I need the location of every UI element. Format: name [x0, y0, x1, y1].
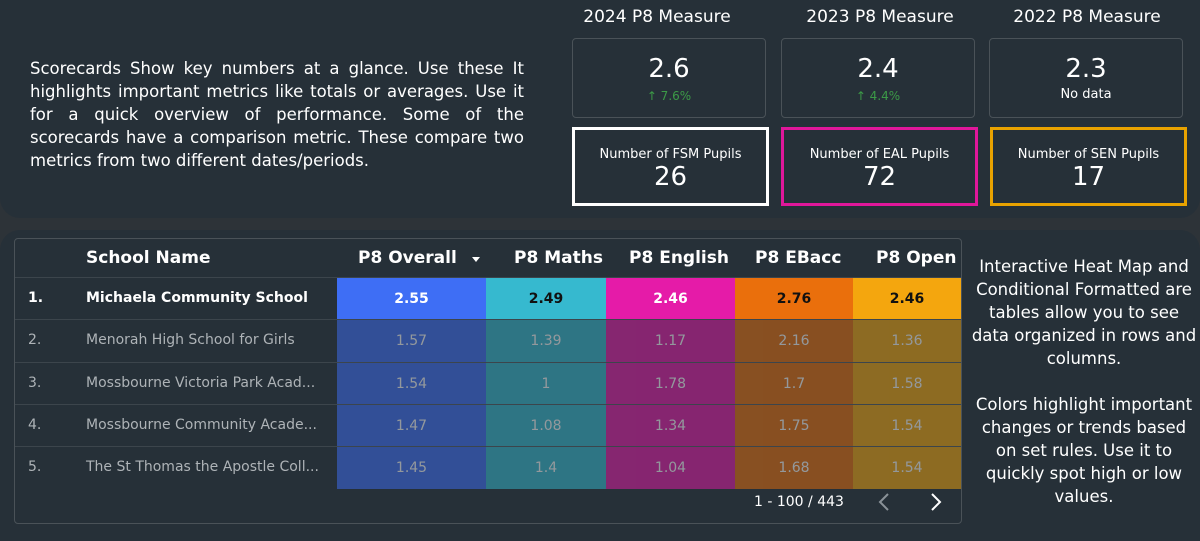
cell-p8-maths: 1.39 [486, 320, 606, 362]
cell-p8-overall: 1.47 [337, 405, 486, 447]
header-p8-maths[interactable]: P8 Maths [514, 248, 603, 268]
cell-p8-ebacc: 1.68 [735, 447, 853, 489]
pagination-text: 1 - 100 / 443 [754, 494, 844, 510]
cell-p8-ebacc: 1.75 [735, 405, 853, 447]
pupils-label: Number of FSM Pupils [599, 147, 742, 162]
cell-p8-maths: 2.49 [486, 278, 606, 320]
table-row[interactable]: 5. The St Thomas the Apostle Coll... 1.4… [15, 446, 961, 489]
school-name: Mossbourne Victoria Park Acad... [86, 375, 316, 391]
row-index: 5. [28, 459, 42, 475]
scorecard-title-2024: 2024 P8 Measure [583, 7, 731, 27]
cell-p8-ebacc: 2.76 [735, 278, 853, 320]
row-index: 4. [28, 417, 42, 433]
eal-pupils-card[interactable]: Number of EAL Pupils 72 [781, 127, 978, 206]
row-index: 1. [28, 290, 44, 306]
scorecard-no-data: No data [1060, 87, 1112, 102]
header-p8-ebacc[interactable]: P8 EBacc [755, 248, 842, 268]
school-name: Mossbourne Community Acade... [86, 417, 317, 433]
scorecard-value: 2.3 [1065, 54, 1107, 84]
chevron-right-icon[interactable] [924, 487, 948, 517]
cell-p8-english: 1.34 [606, 405, 735, 447]
caret-down-icon [471, 248, 481, 268]
cell-p8-open: 2.46 [853, 278, 961, 320]
scorecard-delta: ↑ 4.4% [855, 89, 901, 103]
pupils-label: Number of EAL Pupils [809, 147, 950, 162]
scorecard-value: 2.6 [648, 54, 690, 84]
chevron-left-icon[interactable] [872, 487, 896, 517]
school-name: Menorah High School for Girls [86, 332, 295, 348]
row-index: 2. [28, 332, 42, 348]
cell-p8-english: 1.04 [606, 447, 735, 489]
scorecard-2022[interactable]: 2.3 No data [989, 38, 1183, 118]
cell-p8-overall: 1.57 [337, 320, 486, 362]
pupils-value: 72 [862, 162, 897, 192]
cell-p8-english: 2.46 [606, 278, 735, 320]
table-row[interactable]: 2. Menorah High School for Girls 1.57 1.… [15, 319, 961, 362]
heatmap-description-para2: Colors highlight important changes or tr… [975, 395, 1193, 506]
header-p8-overall[interactable]: P8 Overall [358, 248, 481, 270]
scorecard-2023[interactable]: 2.4 ↑ 4.4% [781, 38, 975, 118]
cell-p8-maths: 1.08 [486, 405, 606, 447]
heatmap-description-para1: Interactive Heat Map and Conditional For… [971, 257, 1197, 368]
cell-p8-open: 1.54 [853, 447, 961, 489]
cell-p8-ebacc: 1.7 [735, 363, 853, 405]
heatmap-description: Interactive Heat Map and Conditional For… [970, 255, 1198, 508]
cell-p8-overall: 1.45 [337, 447, 486, 489]
cell-p8-open: 1.36 [853, 320, 961, 362]
row-index: 3. [28, 375, 42, 391]
header-school-name[interactable]: School Name [86, 248, 211, 268]
sen-pupils-card[interactable]: Number of SEN Pupils 17 [990, 127, 1187, 206]
table-row[interactable]: 4. Mossbourne Community Acade... 1.47 1.… [15, 404, 961, 447]
scorecard-delta: ↑ 7.6% [646, 89, 692, 103]
school-name: Michaela Community School [86, 290, 308, 306]
cell-p8-open: 1.54 [853, 405, 961, 447]
cell-p8-overall: 1.54 [337, 363, 486, 405]
school-name: The St Thomas the Apostle Coll... [86, 459, 319, 475]
scorecard-description: Scorecards Show key numbers at a glance.… [30, 59, 524, 170]
pupils-label: Number of SEN Pupils [1017, 147, 1160, 162]
fsm-pupils-card[interactable]: Number of FSM Pupils 26 [572, 127, 769, 206]
header-p8-open[interactable]: P8 Open [876, 248, 957, 268]
cell-p8-maths: 1.4 [486, 447, 606, 489]
cell-p8-overall: 2.55 [337, 278, 486, 320]
pupils-value: 17 [1071, 162, 1106, 192]
scorecard-value: 2.4 [857, 54, 899, 84]
scorecard-title-2023: 2023 P8 Measure [806, 7, 954, 27]
cell-p8-maths: 1 [486, 363, 606, 405]
cell-p8-english: 1.17 [606, 320, 735, 362]
cell-p8-open: 1.58 [853, 363, 961, 405]
heatmap-table [14, 238, 962, 524]
table-row[interactable]: 3. Mossbourne Victoria Park Acad... 1.54… [15, 362, 961, 405]
scorecard-2024[interactable]: 2.6 ↑ 7.6% [572, 38, 766, 118]
header-p8-overall-label: P8 Overall [358, 248, 457, 268]
scorecard-title-2022: 2022 P8 Measure [1013, 7, 1161, 27]
header-p8-english[interactable]: P8 English [629, 248, 729, 268]
cell-p8-english: 1.78 [606, 363, 735, 405]
pupils-value: 26 [653, 162, 688, 192]
table-row[interactable]: 1. Michaela Community School 2.55 2.49 2… [15, 277, 961, 320]
cell-p8-ebacc: 2.16 [735, 320, 853, 362]
